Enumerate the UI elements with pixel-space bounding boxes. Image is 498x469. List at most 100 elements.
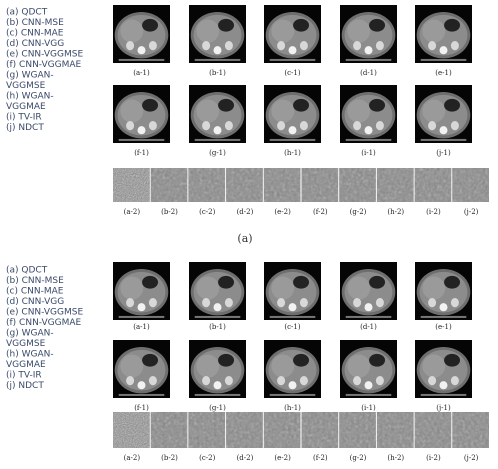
patch-label: (g-2) <box>350 208 367 216</box>
image-label: (f-1) <box>134 404 149 412</box>
patch-label: (a-2) <box>124 208 141 216</box>
patch-label: (d-2) <box>237 454 254 462</box>
ct-stomach <box>444 275 461 289</box>
ct-liver <box>120 276 144 300</box>
ct-kidney <box>428 120 437 131</box>
ct-kidney <box>148 120 157 131</box>
ct-stomach <box>369 275 386 289</box>
ct-spine <box>364 303 373 312</box>
ct-kidney <box>353 297 362 308</box>
ct-liver <box>120 19 144 43</box>
image-label: (b-1) <box>209 323 226 331</box>
patch <box>414 412 452 448</box>
ct-kidney <box>148 375 157 386</box>
patch-label: (c-2) <box>199 208 215 216</box>
ct-kidney <box>224 120 233 131</box>
ct-stomach <box>142 275 159 289</box>
ct-liver <box>196 276 220 300</box>
patch <box>113 412 150 448</box>
ct-liver <box>347 19 371 43</box>
ct-image <box>415 340 472 398</box>
ct-image <box>264 262 321 320</box>
patch <box>414 168 452 202</box>
ct-kidney <box>375 375 384 386</box>
patch-label: (b-2) <box>161 454 178 462</box>
ct-liver <box>196 354 220 378</box>
legend-line: (h) WGAN- <box>6 350 54 360</box>
ct-table <box>420 393 467 396</box>
ct-kidney <box>299 375 308 386</box>
ct-liver <box>347 276 371 300</box>
ct-stomach <box>218 275 235 289</box>
ct-kidney <box>277 120 286 131</box>
ct-spine <box>439 303 448 312</box>
ct-spine <box>137 381 146 390</box>
legend-line: (a) QDCT <box>6 8 48 18</box>
ct-stomach <box>293 275 310 289</box>
ct-table <box>345 138 392 141</box>
ct-table <box>420 58 467 61</box>
ct-image <box>113 5 170 63</box>
legend-line: (a) QDCT <box>6 266 48 276</box>
ct-image <box>340 5 397 63</box>
ct-kidney <box>299 120 308 131</box>
legend-line: VGGMSE <box>6 339 46 349</box>
ct-stomach <box>369 18 386 32</box>
image-label: (b-1) <box>209 69 226 77</box>
ct-spine <box>364 126 373 135</box>
ct-table <box>194 393 241 396</box>
ct-table <box>345 315 392 318</box>
ct-stomach <box>218 353 235 367</box>
legend-line: (e) CNN-VGGMSE <box>6 50 83 60</box>
ct-table <box>269 393 316 396</box>
patch <box>226 168 263 202</box>
patch <box>263 412 301 448</box>
ct-liver <box>347 354 371 378</box>
ct-image <box>189 5 246 63</box>
ct-stomach <box>444 18 461 32</box>
ct-image <box>113 340 170 398</box>
patch <box>188 168 226 202</box>
ct-image <box>340 85 397 143</box>
ct-table <box>345 393 392 396</box>
ct-image <box>189 85 246 143</box>
ct-table <box>194 138 241 141</box>
image-label: (g-1) <box>209 149 226 157</box>
ct-liver <box>120 354 144 378</box>
legend-line: (f) CNN-VGGMAE <box>6 318 82 328</box>
ct-kidney <box>353 120 362 131</box>
ct-spine <box>439 381 448 390</box>
patch <box>150 168 188 202</box>
image-label: (d-1) <box>360 69 377 77</box>
patch-label: (f-2) <box>313 454 328 462</box>
ct-liver <box>271 354 295 378</box>
ct-table <box>269 58 316 61</box>
ct-spine <box>137 126 146 135</box>
ct-image <box>340 340 397 398</box>
image-label: (e-1) <box>435 323 452 331</box>
ct-liver <box>422 354 446 378</box>
legend-line: VGGMAE <box>6 360 46 370</box>
panel-caption: (a) <box>237 232 252 245</box>
ct-liver <box>196 99 220 123</box>
ct-kidney <box>126 297 135 308</box>
ct-kidney <box>450 375 459 386</box>
legend-line: (j) NDCT <box>6 123 44 133</box>
ct-liver <box>271 276 295 300</box>
ct-liver <box>196 19 220 43</box>
ct-image <box>415 85 472 143</box>
legend-line: (d) CNN-VGG <box>6 39 64 49</box>
ct-liver <box>271 99 295 123</box>
patch <box>452 168 489 202</box>
ct-stomach <box>444 353 461 367</box>
ct-kidney <box>148 40 157 51</box>
ct-liver <box>422 99 446 123</box>
legend-line: (d) CNN-VGG <box>6 297 64 307</box>
patch-label: (c-2) <box>199 454 215 462</box>
ct-stomach <box>142 18 159 32</box>
patch <box>263 168 301 202</box>
patch <box>339 412 376 448</box>
patch <box>376 412 414 448</box>
ct-kidney <box>224 40 233 51</box>
ct-kidney <box>375 120 384 131</box>
